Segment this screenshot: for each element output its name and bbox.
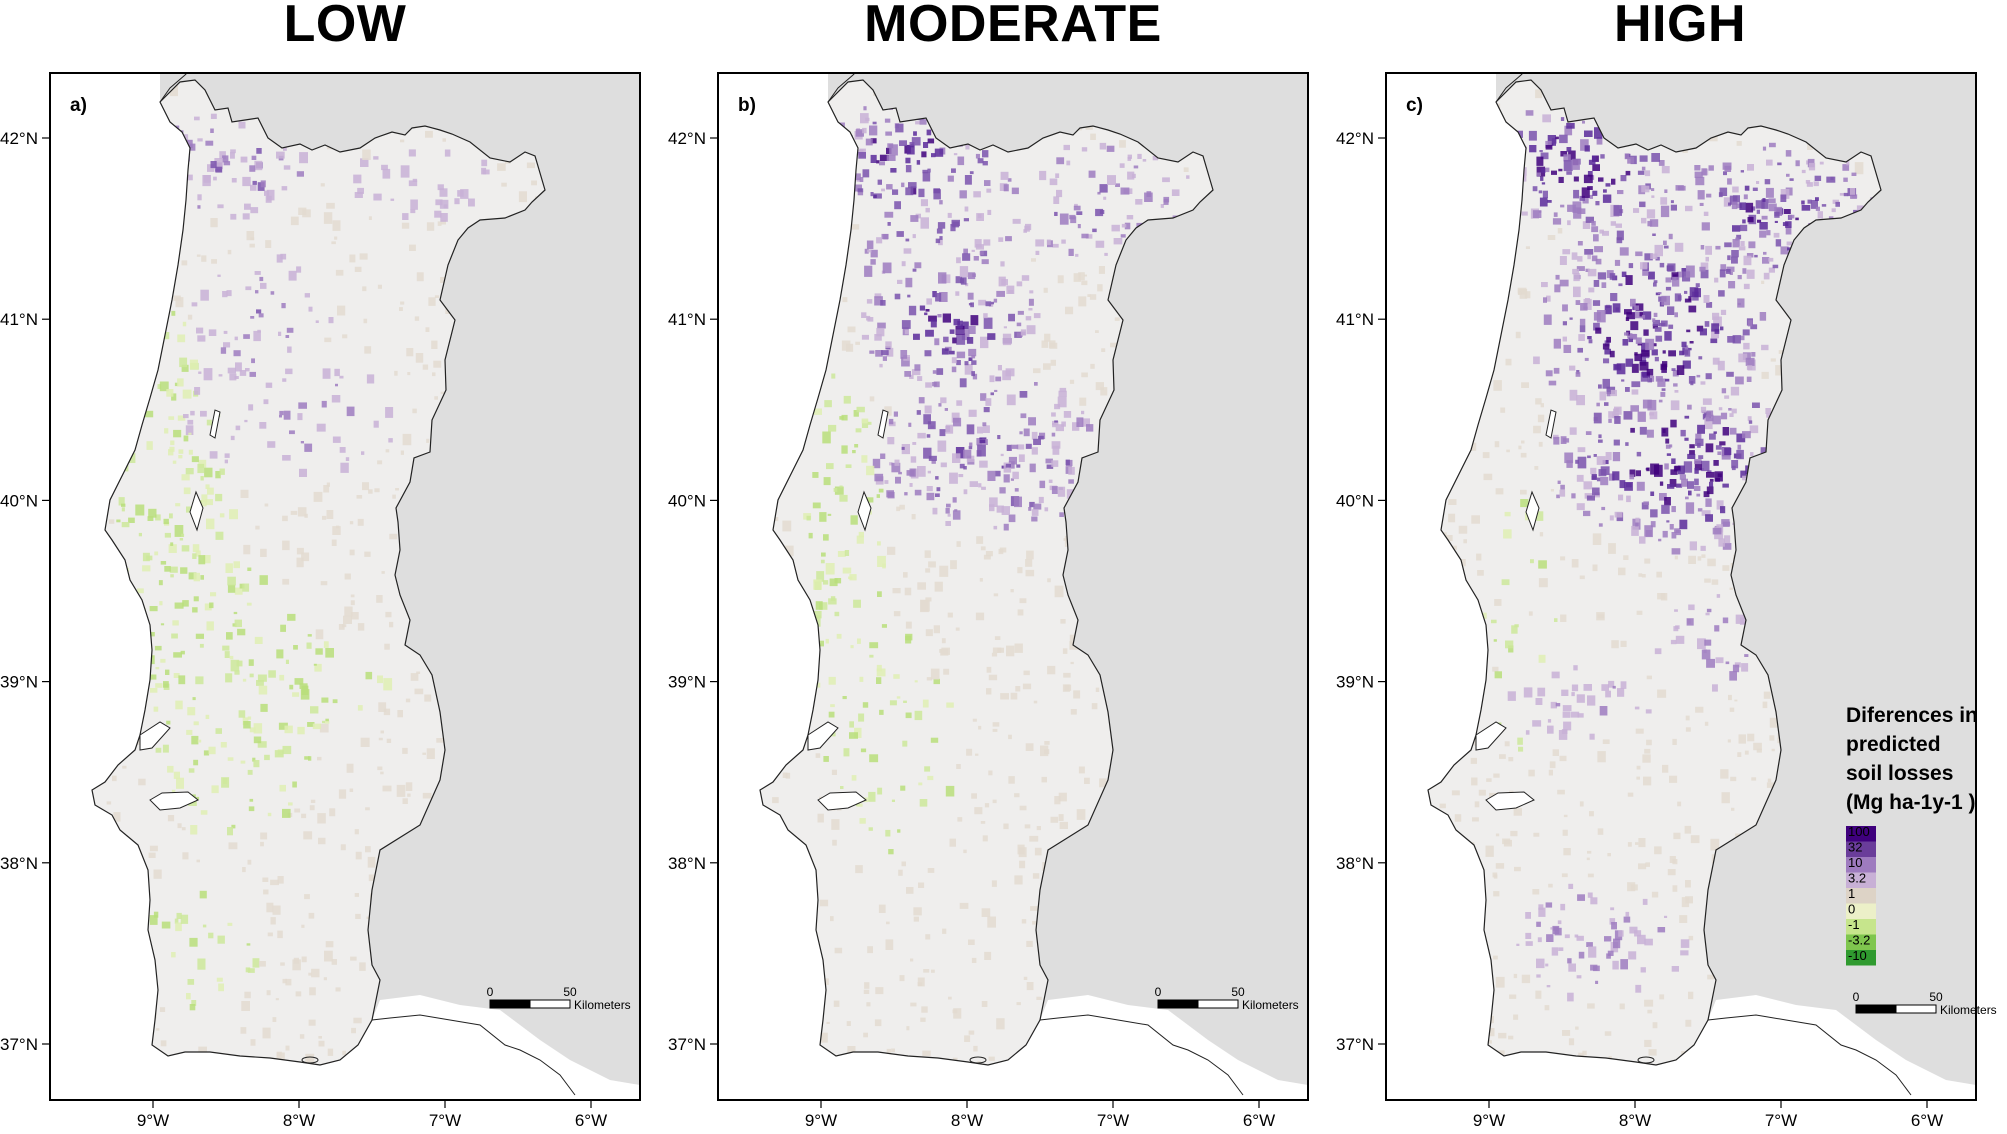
legend-value: -3.2 bbox=[1848, 933, 1870, 948]
legend-value: -10 bbox=[1848, 948, 1867, 963]
legend-swatch bbox=[1846, 919, 1876, 935]
legend: Diferences in predicted soil losses (Mg ha-… bbox=[1846, 704, 1978, 966]
legend-title-line: Diferences in bbox=[1846, 704, 1978, 727]
legend-value: 1 bbox=[1848, 886, 1855, 901]
estuary-0 bbox=[807, 721, 839, 751]
lon-tick-label: 7°W bbox=[429, 1111, 461, 1130]
estuary-3 bbox=[1545, 409, 1557, 439]
legend-swatch bbox=[1846, 857, 1876, 873]
map-panel-high: c) 42°N 41°N 40°N 39°N 38°N 37°N 9°W 8°W 7°W 6°W 0 5… bbox=[1336, 60, 2007, 1134]
lon-tick-label: 8°W bbox=[1619, 1111, 1651, 1130]
legend-swatch bbox=[1846, 872, 1876, 888]
svg-text:0: 0 bbox=[1853, 990, 1860, 1004]
legend-value: 0 bbox=[1848, 902, 1855, 917]
lat-tick-label: 40°N bbox=[0, 491, 38, 510]
map-frame bbox=[49, 72, 641, 1101]
portugal-land bbox=[760, 80, 1213, 1065]
legend-unit: (Mg ha-1y-1 ) bbox=[1846, 791, 1976, 814]
legend-swatch bbox=[1846, 841, 1876, 857]
estuary-1 bbox=[149, 791, 199, 811]
svg-text:0: 0 bbox=[1155, 985, 1162, 999]
title-low: LOW bbox=[283, 0, 407, 53]
legend-value: 100 bbox=[1848, 824, 1870, 839]
svg-text:Kilometers: Kilometers bbox=[1940, 1003, 1997, 1017]
legend-swatch bbox=[1846, 903, 1876, 919]
lat-tick-label: 40°N bbox=[668, 491, 706, 510]
lat-tick-label: 39°N bbox=[1336, 673, 1374, 692]
legend-swatch bbox=[1846, 888, 1876, 904]
lat-tick-label: 41°N bbox=[0, 310, 38, 329]
legend-value: 32 bbox=[1848, 840, 1862, 855]
svg-text:50: 50 bbox=[1929, 990, 1943, 1004]
lon-tick-label: 8°W bbox=[951, 1111, 983, 1130]
legend-swatch bbox=[1846, 950, 1876, 966]
lat-tick-label: 42°N bbox=[0, 129, 38, 148]
svg-text:0: 0 bbox=[487, 985, 494, 999]
svg-text:50: 50 bbox=[1231, 985, 1245, 999]
map-panel-moderate: b) 42°N 41°N 40°N 39°N 38°N 37°N 9°W 8°W 7°W 6°W 0 5… bbox=[668, 60, 1328, 1134]
legend-title-line: predicted bbox=[1846, 733, 1941, 756]
lat-tick-label: 37°N bbox=[0, 1035, 38, 1054]
lon-tick-label: 8°W bbox=[283, 1111, 315, 1130]
estuary-2 bbox=[189, 490, 204, 532]
lon-tick-label: 7°W bbox=[1765, 1111, 1797, 1130]
legend-swatch bbox=[1846, 934, 1876, 950]
lon-tick-label: 6°W bbox=[1243, 1111, 1275, 1130]
lon-tick-label: 6°W bbox=[1911, 1111, 1943, 1130]
lat-tick-label: 39°N bbox=[668, 673, 706, 692]
lat-tick-label: 40°N bbox=[1336, 491, 1374, 510]
legend-swatch bbox=[1846, 826, 1876, 842]
svg-text:50: 50 bbox=[563, 985, 577, 999]
ocean-area bbox=[50, 73, 640, 1100]
estuary-2 bbox=[857, 490, 872, 532]
estuary-1 bbox=[817, 791, 867, 811]
map-panel-low: a) 42°N 41°N 40°N 39°N 38°N 37°N 9°W 8°W 7°W 6°W 0 5… bbox=[0, 60, 660, 1134]
legend-value: 10 bbox=[1848, 855, 1862, 870]
lon-tick-label: 7°W bbox=[1097, 1111, 1129, 1130]
estuary-1 bbox=[1485, 791, 1535, 811]
panel-label: b) bbox=[738, 95, 756, 116]
estuary-2 bbox=[1525, 490, 1540, 532]
map-svg: c) 42°N 41°N 40°N 39°N 38°N 37°N 9°W 8°W 7°W 6°W 0 5… bbox=[1336, 72, 1997, 1130]
lon-tick-label: 9°W bbox=[1473, 1111, 1505, 1130]
title-high: HIGH bbox=[1614, 0, 1746, 53]
legend-value: 3.2 bbox=[1848, 871, 1866, 886]
portugal-land bbox=[92, 80, 545, 1065]
ocean-area bbox=[1386, 73, 1976, 1100]
estuary-3 bbox=[877, 409, 889, 439]
lat-tick-label: 38°N bbox=[1336, 854, 1374, 873]
map-frame bbox=[1385, 72, 1977, 1101]
lon-tick-label: 9°W bbox=[137, 1111, 169, 1130]
lat-tick-label: 38°N bbox=[668, 854, 706, 873]
lat-tick-label: 42°N bbox=[1336, 129, 1374, 148]
lat-tick-label: 42°N bbox=[668, 129, 706, 148]
lat-tick-label: 39°N bbox=[0, 673, 38, 692]
lat-tick-label: 37°N bbox=[668, 1035, 706, 1054]
legend-title-line: soil losses bbox=[1846, 762, 1953, 785]
map-svg: a) 42°N 41°N 40°N 39°N 38°N 37°N 9°W 8°W 7°W 6°W 0 5… bbox=[0, 72, 641, 1130]
lon-tick-label: 6°W bbox=[575, 1111, 607, 1130]
lat-tick-label: 37°N bbox=[1336, 1035, 1374, 1054]
lat-tick-label: 38°N bbox=[0, 854, 38, 873]
ocean-area bbox=[718, 73, 1308, 1100]
estuary-0 bbox=[1475, 721, 1507, 751]
title-moderate: MODERATE bbox=[864, 0, 1162, 53]
lon-tick-label: 9°W bbox=[805, 1111, 837, 1130]
svg-text:Kilometers: Kilometers bbox=[574, 998, 631, 1012]
map-svg: b) 42°N 41°N 40°N 39°N 38°N 37°N 9°W 8°W 7°W 6°W 0 5… bbox=[668, 72, 1309, 1130]
panel-label: c) bbox=[1406, 95, 1423, 116]
estuary-3 bbox=[209, 409, 221, 439]
estuary-0 bbox=[139, 721, 171, 751]
panel-label: a) bbox=[70, 95, 87, 116]
legend-value: -1 bbox=[1848, 917, 1860, 932]
map-frame bbox=[717, 72, 1309, 1101]
portugal-land bbox=[1428, 80, 1881, 1065]
svg-text:Kilometers: Kilometers bbox=[1242, 998, 1299, 1012]
lat-tick-label: 41°N bbox=[668, 310, 706, 329]
lat-tick-label: 41°N bbox=[1336, 310, 1374, 329]
